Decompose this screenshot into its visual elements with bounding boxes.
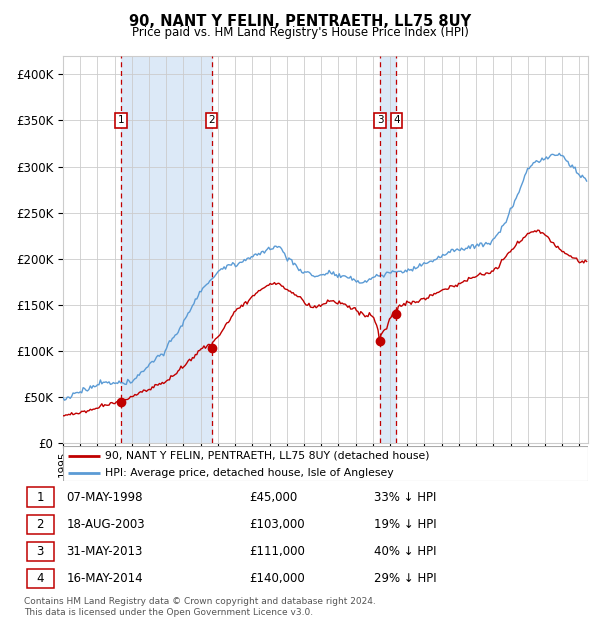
Text: £140,000: £140,000: [250, 572, 305, 585]
Text: 2: 2: [208, 115, 215, 125]
Text: Contains HM Land Registry data © Crown copyright and database right 2024.
This d: Contains HM Land Registry data © Crown c…: [24, 598, 376, 617]
FancyBboxPatch shape: [27, 542, 54, 561]
Text: Price paid vs. HM Land Registry's House Price Index (HPI): Price paid vs. HM Land Registry's House …: [131, 26, 469, 39]
Text: £45,000: £45,000: [250, 490, 298, 503]
Text: 1: 1: [37, 490, 44, 503]
Text: 16-MAY-2014: 16-MAY-2014: [66, 572, 143, 585]
Text: 29% ↓ HPI: 29% ↓ HPI: [374, 572, 436, 585]
Text: £103,000: £103,000: [250, 518, 305, 531]
Text: 1: 1: [118, 115, 124, 125]
FancyBboxPatch shape: [63, 446, 588, 480]
Text: 90, NANT Y FELIN, PENTRAETH, LL75 8UY (detached house): 90, NANT Y FELIN, PENTRAETH, LL75 8UY (d…: [105, 451, 430, 461]
Text: 3: 3: [37, 545, 44, 558]
Text: 4: 4: [37, 572, 44, 585]
FancyBboxPatch shape: [27, 515, 54, 534]
Bar: [380, 56, 397, 443]
Text: 19% ↓ HPI: 19% ↓ HPI: [374, 518, 436, 531]
Text: HPI: Average price, detached house, Isle of Anglesey: HPI: Average price, detached house, Isle…: [105, 468, 394, 478]
Text: 90, NANT Y FELIN, PENTRAETH, LL75 8UY: 90, NANT Y FELIN, PENTRAETH, LL75 8UY: [129, 14, 471, 29]
Text: 40% ↓ HPI: 40% ↓ HPI: [374, 545, 436, 558]
Text: 31-MAY-2013: 31-MAY-2013: [66, 545, 143, 558]
Bar: [121, 56, 212, 443]
Text: 2: 2: [37, 518, 44, 531]
Text: 07-MAY-1998: 07-MAY-1998: [66, 490, 143, 503]
Text: 18-AUG-2003: 18-AUG-2003: [66, 518, 145, 531]
Text: £111,000: £111,000: [250, 545, 305, 558]
Text: 33% ↓ HPI: 33% ↓ HPI: [374, 490, 436, 503]
FancyBboxPatch shape: [27, 569, 54, 588]
Text: 4: 4: [393, 115, 400, 125]
FancyBboxPatch shape: [27, 487, 54, 507]
Text: 3: 3: [377, 115, 383, 125]
